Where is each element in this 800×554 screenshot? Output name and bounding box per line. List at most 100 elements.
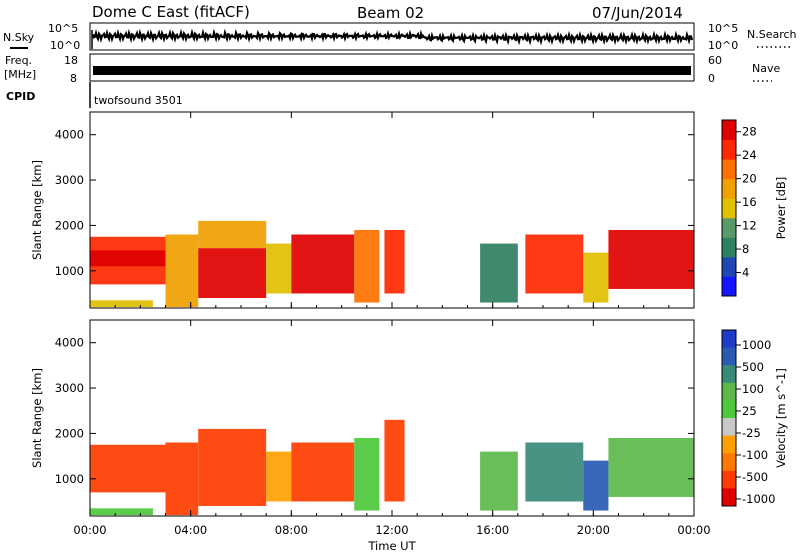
colorbar-tick-label: -100 bbox=[742, 448, 768, 462]
colorbar-tick-label: 8 bbox=[742, 242, 749, 256]
power-ylabel: Slant Range [km] bbox=[30, 160, 44, 260]
colorbar-tick-label: 28 bbox=[742, 125, 757, 139]
station-title: Dome C East (fitACF) bbox=[92, 3, 250, 21]
freq-panel: Freq. [MHz] 18 8 60 0 Nave bbox=[4, 53, 780, 85]
freq-label: Freq. bbox=[5, 54, 32, 67]
colorbar-tick-label: 100 bbox=[742, 382, 764, 396]
data-cell bbox=[165, 234, 199, 308]
nsky-tick-top-left: 10^5 bbox=[48, 22, 78, 35]
nsky-line bbox=[91, 28, 694, 46]
data-cell bbox=[198, 248, 267, 299]
colorbar-band bbox=[722, 400, 736, 419]
data-cell bbox=[525, 442, 584, 502]
velocity-colorbar-bands bbox=[722, 330, 736, 507]
velocity-yticks: 1000 2000 3000 4000 bbox=[55, 336, 694, 486]
beam-title: Beam 02 bbox=[357, 4, 424, 22]
colorbar-band bbox=[722, 365, 736, 384]
x-tick-label: 00:00 bbox=[677, 523, 710, 537]
y-tick-label: 1000 bbox=[55, 472, 84, 486]
colorbar-tick-label: -500 bbox=[742, 470, 768, 484]
power-colorbar: 4 8 12 16 20 24 28 Power [dB] bbox=[721, 119, 788, 297]
colorbar-tick-label: 16 bbox=[742, 195, 757, 209]
freq-tick-top: 18 bbox=[64, 54, 78, 67]
colorbar-tick-label: 24 bbox=[742, 148, 757, 162]
cpid-panel: CPID twofsound 3501 bbox=[6, 82, 183, 108]
data-cell bbox=[198, 220, 267, 249]
data-cell bbox=[583, 460, 609, 511]
colorbar-band bbox=[722, 276, 736, 297]
y-tick-label: 2000 bbox=[55, 218, 84, 232]
power-cells bbox=[90, 220, 694, 308]
data-cell bbox=[165, 442, 199, 516]
data-cell bbox=[90, 250, 166, 267]
colorbar-band bbox=[722, 198, 736, 219]
colorbar-tick-label: 4 bbox=[742, 266, 749, 280]
colorbar-band bbox=[722, 330, 736, 349]
x-axis-label: Time UT bbox=[367, 539, 416, 553]
y-tick-label: 4000 bbox=[55, 128, 84, 142]
data-cell bbox=[354, 229, 380, 303]
colorbar-band bbox=[722, 120, 736, 141]
freq-trace bbox=[93, 66, 691, 75]
colorbar-band bbox=[722, 470, 736, 489]
colorbar-tick-label: 25 bbox=[742, 404, 757, 418]
colorbar-band bbox=[722, 178, 736, 199]
velocity-colorbar-label: Velocity [m s^-1] bbox=[774, 368, 788, 468]
x-tick-label: 00:00 bbox=[73, 523, 106, 537]
data-cell bbox=[266, 451, 292, 502]
data-cell bbox=[354, 437, 380, 511]
nave-tick-top: 60 bbox=[708, 54, 722, 67]
y-tick-label: 3000 bbox=[55, 173, 84, 187]
data-cell bbox=[291, 234, 355, 294]
nave-label: Nave bbox=[752, 62, 780, 75]
velocity-colorbar: 1000 500 100 25 -25 -100 -500 -1000 Velocity [m… bbox=[721, 329, 788, 507]
velocity-colorbar-ticks: 1000 500 100 25 -25 -100 -500 -1000 bbox=[736, 338, 775, 506]
x-tick-label: 08:00 bbox=[275, 523, 308, 537]
nave-tick-bottom: 0 bbox=[708, 72, 715, 85]
colorbar-tick-label: -1000 bbox=[742, 492, 775, 506]
colorbar-band bbox=[722, 488, 736, 507]
y-tick-label: 4000 bbox=[55, 336, 84, 350]
data-cell bbox=[384, 419, 405, 502]
velocity-ylabel: Slant Range [km] bbox=[30, 368, 44, 468]
data-cell bbox=[198, 428, 267, 507]
colorbar-band bbox=[722, 159, 736, 180]
data-cell bbox=[608, 229, 694, 289]
data-cell bbox=[266, 243, 292, 294]
velocity-xticks: 00:00 04:00 08:00 12:00 16:00 20:00 00:00 bbox=[73, 320, 711, 537]
colorbar-tick-label: -25 bbox=[742, 426, 761, 440]
power-colorbar-bands bbox=[722, 120, 736, 297]
y-tick-label: 3000 bbox=[55, 381, 84, 395]
freq-tick-bottom: 8 bbox=[70, 72, 77, 85]
colorbar-tick-label: 1000 bbox=[742, 338, 771, 352]
data-cell bbox=[291, 442, 355, 502]
date-title: 07/Jun/2014 bbox=[592, 4, 683, 22]
nsky-trace bbox=[91, 28, 694, 49]
data-cell bbox=[90, 444, 166, 493]
power-xticks bbox=[89, 112, 695, 308]
colorbar-tick-label: 12 bbox=[742, 219, 757, 233]
colorbar-band bbox=[722, 382, 736, 401]
data-cell bbox=[384, 229, 405, 294]
data-cell bbox=[480, 451, 518, 511]
colorbar-band bbox=[722, 217, 736, 238]
data-cell bbox=[608, 437, 694, 497]
x-tick-label: 04:00 bbox=[174, 523, 207, 537]
colorbar-tick-label: 500 bbox=[742, 360, 764, 374]
nsky-label: N.Sky bbox=[3, 31, 35, 44]
y-tick-label: 1000 bbox=[55, 264, 84, 278]
colorbar-band bbox=[722, 435, 736, 454]
velocity-cells bbox=[90, 419, 694, 516]
colorbar-band bbox=[722, 453, 736, 472]
nsky-tick-bottom-right: 10^0 bbox=[708, 39, 738, 52]
colorbar-band bbox=[722, 139, 736, 160]
colorbar-band bbox=[722, 237, 736, 258]
cpid-label: CPID bbox=[6, 90, 35, 103]
nsearch-label: N.Search bbox=[747, 28, 797, 41]
power-colorbar-ticks: 4 8 12 16 20 24 28 bbox=[736, 125, 757, 280]
x-tick-label: 16:00 bbox=[476, 523, 509, 537]
freq-unit: [MHz] bbox=[4, 68, 36, 81]
nsky-tick-top-right: 10^5 bbox=[708, 22, 738, 35]
